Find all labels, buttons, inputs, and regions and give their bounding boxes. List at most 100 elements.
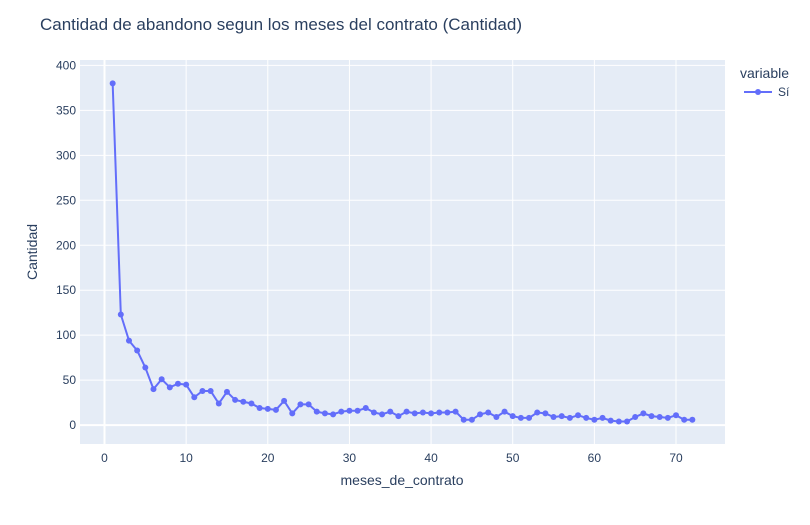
data-point[interactable]: [477, 411, 484, 418]
x-tick-label: 10: [179, 451, 193, 465]
data-point[interactable]: [207, 387, 214, 394]
data-point[interactable]: [330, 411, 337, 418]
y-tick-label: 50: [63, 373, 77, 387]
data-point[interactable]: [681, 416, 688, 423]
y-tick-label: 350: [56, 103, 76, 117]
data-point[interactable]: [321, 410, 328, 417]
data-point[interactable]: [624, 418, 631, 425]
legend[interactable]: variable Sí: [740, 65, 790, 99]
data-point[interactable]: [199, 387, 206, 394]
data-point[interactable]: [542, 410, 549, 417]
y-tick-labels: 0 50 100 150 200 250 300 350 400: [56, 58, 76, 432]
data-point[interactable]: [387, 408, 394, 415]
data-point[interactable]: [338, 408, 345, 415]
x-tick-labels: 0 10 20 30 40 50 60 70: [101, 451, 683, 465]
data-point[interactable]: [575, 412, 582, 419]
data-point[interactable]: [362, 405, 369, 412]
data-point[interactable]: [174, 380, 181, 387]
x-axis-title: meses_de_contrato: [341, 472, 464, 488]
data-point[interactable]: [656, 414, 663, 421]
data-point[interactable]: [460, 416, 467, 423]
data-point[interactable]: [591, 416, 598, 423]
data-point[interactable]: [158, 376, 165, 383]
x-tick-label: 50: [506, 451, 520, 465]
data-point[interactable]: [509, 413, 516, 420]
data-point[interactable]: [436, 409, 443, 416]
y-tick-label: 0: [69, 418, 76, 432]
chart-title: Cantidad de abandono segun los meses del…: [40, 15, 522, 34]
y-axis-title: Cantidad: [24, 224, 40, 280]
data-point[interactable]: [313, 408, 320, 415]
data-point[interactable]: [689, 416, 696, 423]
data-point[interactable]: [566, 414, 573, 421]
data-point[interactable]: [648, 413, 655, 420]
data-point[interactable]: [354, 407, 361, 414]
data-point[interactable]: [346, 407, 353, 414]
legend-marker-icon: [755, 89, 761, 95]
data-point[interactable]: [615, 418, 622, 425]
data-point[interactable]: [264, 405, 271, 412]
x-tick-label: 60: [588, 451, 602, 465]
data-point[interactable]: [134, 347, 141, 354]
data-point[interactable]: [395, 413, 402, 420]
legend-title: variable: [740, 65, 789, 81]
data-point[interactable]: [411, 410, 418, 417]
data-point[interactable]: [191, 394, 198, 401]
x-tick-label: 20: [261, 451, 275, 465]
x-tick-label: 70: [669, 451, 683, 465]
data-point[interactable]: [673, 412, 680, 419]
data-point[interactable]: [403, 408, 410, 415]
data-point[interactable]: [248, 400, 255, 407]
data-point[interactable]: [223, 388, 230, 395]
data-point[interactable]: [428, 410, 435, 417]
data-point[interactable]: [297, 401, 304, 408]
data-point[interactable]: [142, 364, 149, 371]
series-layer: [109, 80, 696, 425]
data-point[interactable]: [664, 414, 671, 421]
data-point[interactable]: [485, 409, 492, 416]
data-point[interactable]: [125, 337, 132, 344]
data-point[interactable]: [550, 414, 557, 421]
data-point[interactable]: [526, 414, 533, 421]
data-point[interactable]: [166, 384, 173, 391]
x-tick-label: 30: [343, 451, 357, 465]
data-point[interactable]: [632, 414, 639, 421]
x-tick-label: 40: [424, 451, 438, 465]
data-point[interactable]: [468, 416, 475, 423]
data-point[interactable]: [452, 408, 459, 415]
data-point[interactable]: [534, 409, 541, 416]
data-point[interactable]: [272, 406, 279, 413]
data-point[interactable]: [558, 413, 565, 420]
data-point[interactable]: [117, 311, 124, 318]
legend-item-si[interactable]: Sí: [778, 85, 790, 99]
data-point[interactable]: [493, 414, 500, 421]
y-tick-label: 300: [56, 148, 76, 162]
data-point[interactable]: [305, 401, 312, 408]
data-point[interactable]: [444, 409, 451, 416]
data-point[interactable]: [379, 411, 386, 418]
y-tick-label: 150: [56, 283, 76, 297]
data-point[interactable]: [109, 80, 116, 87]
y-tick-label: 200: [56, 238, 76, 252]
data-point[interactable]: [232, 396, 239, 403]
x-tick-label: 0: [101, 451, 108, 465]
data-point[interactable]: [501, 408, 508, 415]
y-tick-label: 400: [56, 58, 76, 72]
y-gridlines: [80, 64, 725, 427]
data-point[interactable]: [640, 410, 647, 417]
data-point[interactable]: [419, 409, 426, 416]
data-point[interactable]: [289, 410, 296, 417]
data-point[interactable]: [517, 414, 524, 421]
data-point[interactable]: [599, 414, 606, 421]
data-point[interactable]: [256, 405, 263, 412]
data-point[interactable]: [583, 414, 590, 421]
data-point[interactable]: [215, 400, 222, 407]
data-point[interactable]: [240, 398, 247, 405]
y-tick-label: 100: [56, 328, 76, 342]
data-point[interactable]: [281, 397, 288, 404]
data-point[interactable]: [150, 386, 157, 393]
data-point[interactable]: [183, 381, 190, 388]
y-tick-label: 250: [56, 193, 76, 207]
data-point[interactable]: [607, 417, 614, 424]
data-point[interactable]: [370, 409, 377, 416]
